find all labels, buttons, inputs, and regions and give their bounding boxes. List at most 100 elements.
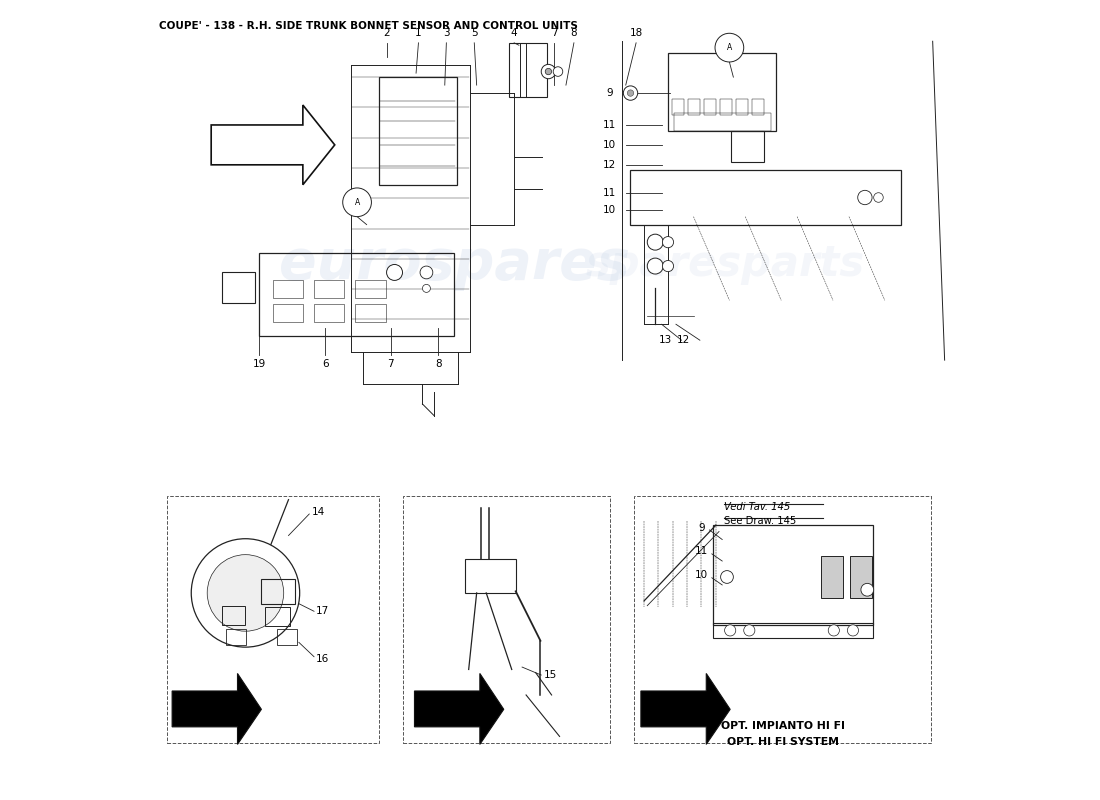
Bar [265,607,290,626]
Circle shape [647,234,663,250]
Text: 4: 4 [510,28,517,38]
Circle shape [624,86,638,100]
Bar [378,77,456,185]
Bar [221,606,245,625]
Circle shape [647,258,663,274]
Text: COUPE' - 138 - R.H. SIDE TRUNK BONNET SENSOR AND CONTROL UNITS: COUPE' - 138 - R.H. SIDE TRUNK BONNET SE… [160,22,579,31]
Text: 14: 14 [312,506,326,517]
Text: eurospares: eurospares [205,578,345,598]
Text: 10: 10 [695,570,708,580]
Bar [736,98,748,114]
Circle shape [343,188,372,217]
Text: OPT. HI FI SYSTEM: OPT. HI FI SYSTEM [727,738,839,747]
Circle shape [873,193,883,202]
Bar [273,281,303,298]
Text: 12: 12 [603,160,616,170]
Text: 7: 7 [551,28,558,38]
Bar [262,578,295,604]
Circle shape [861,583,873,596]
Bar [403,496,609,743]
Bar [355,304,386,322]
Text: 6: 6 [322,359,329,369]
Bar [668,54,775,130]
Circle shape [541,64,556,78]
Bar [714,525,873,625]
Circle shape [858,190,872,205]
Text: See Draw. 145: See Draw. 145 [724,516,796,526]
Circle shape [720,570,734,583]
Text: 16: 16 [316,654,329,664]
Bar [673,113,771,130]
Circle shape [662,261,673,272]
Text: eurospares: eurospares [718,578,859,598]
Text: A: A [354,198,360,206]
Bar [821,556,844,598]
Text: 15: 15 [543,670,557,680]
Text: 11: 11 [695,546,708,557]
Text: 1: 1 [415,28,421,38]
Text: 9: 9 [698,522,705,533]
Polygon shape [415,674,504,744]
Bar [688,98,700,114]
Polygon shape [172,674,262,744]
Bar [714,623,873,638]
Text: 7: 7 [387,359,394,369]
Text: A: A [727,43,732,52]
Circle shape [420,266,432,279]
Circle shape [422,285,430,292]
Circle shape [662,237,673,248]
Text: 8: 8 [571,28,578,38]
Bar [314,304,344,322]
Bar [226,629,246,645]
Circle shape [744,625,755,636]
Circle shape [386,265,403,281]
Bar [672,98,684,114]
Bar [464,559,516,593]
Bar [751,98,763,114]
Text: 10: 10 [603,140,616,150]
Bar [276,629,297,645]
Text: 11: 11 [603,188,616,198]
Text: 13: 13 [659,335,672,346]
Text: sparesparts: sparesparts [586,243,865,286]
Circle shape [627,90,634,96]
Polygon shape [211,105,334,185]
Text: 19: 19 [252,359,265,369]
Text: Vedi Tav. 145: Vedi Tav. 145 [724,502,790,512]
Polygon shape [641,674,730,744]
Circle shape [828,625,839,636]
Text: eurospares: eurospares [279,238,630,291]
Bar [850,556,872,598]
Bar [629,170,901,225]
Bar [719,98,732,114]
Text: 18: 18 [629,28,642,38]
Bar [258,253,454,336]
Text: 12: 12 [678,335,691,346]
Circle shape [725,625,736,636]
Text: 10: 10 [603,206,616,215]
Circle shape [553,66,563,76]
Text: 8: 8 [436,359,442,369]
Bar [273,304,303,322]
Bar [355,281,386,298]
Text: 2: 2 [383,28,389,38]
Bar [221,273,255,302]
Text: eurospares: eurospares [436,578,576,598]
Circle shape [715,34,744,62]
Text: 3: 3 [443,28,450,38]
Circle shape [207,554,284,631]
Bar [314,281,344,298]
Text: 17: 17 [316,606,329,616]
Circle shape [847,625,858,636]
Circle shape [191,538,299,647]
Circle shape [546,68,551,74]
Text: OPT. IMPIANTO HI FI: OPT. IMPIANTO HI FI [720,722,845,731]
Bar [508,43,547,97]
Text: 11: 11 [603,120,616,130]
Bar [732,130,764,162]
Text: 9: 9 [606,88,613,98]
Bar [704,98,716,114]
Bar [167,496,378,743]
Bar [634,496,931,743]
Text: 5: 5 [471,28,477,38]
